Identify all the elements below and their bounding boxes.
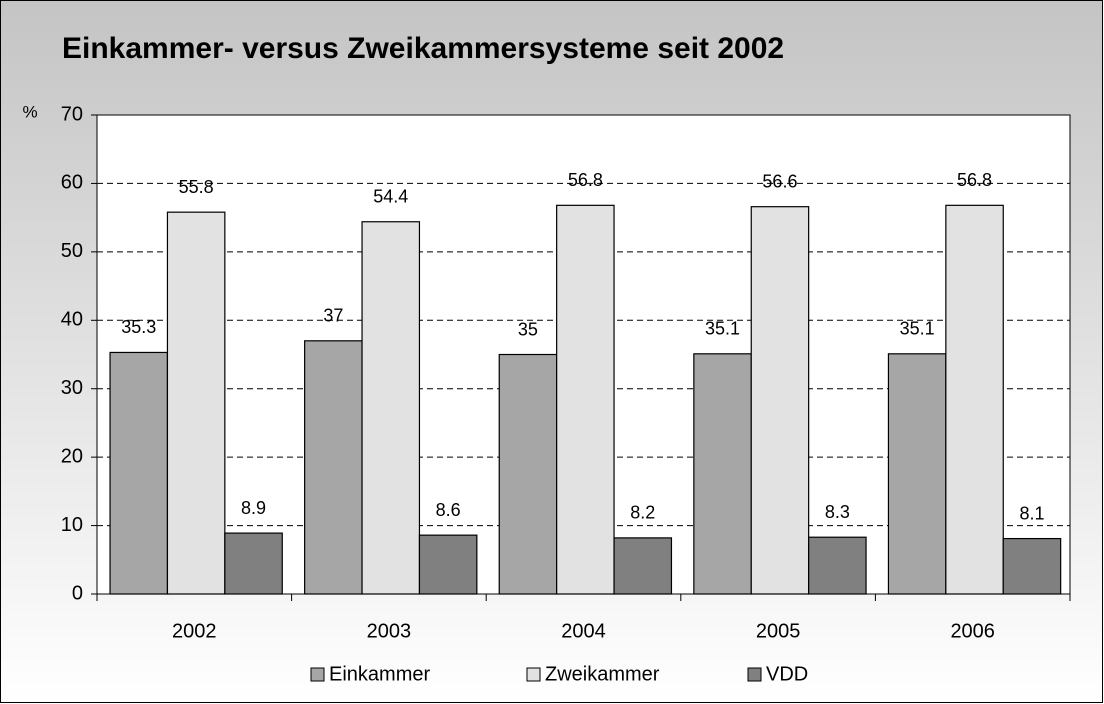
y-tick-label: 30 (61, 377, 83, 399)
bar (945, 204, 1004, 595)
legend-label: Zweikammer (545, 663, 660, 685)
x-tick-label: 2006 (950, 620, 995, 642)
data-label: 35.1 (705, 319, 740, 339)
y-tick-label: 70 (61, 103, 83, 125)
y-tick-label: 20 (61, 445, 83, 467)
data-label: 8.6 (436, 500, 461, 520)
legend-label: Einkammer (329, 663, 430, 685)
y-tick-label: 10 (61, 514, 83, 536)
y-tick-label: 60 (61, 172, 83, 194)
bar (109, 351, 169, 595)
legend-label: VDD (766, 663, 808, 685)
bar (418, 534, 478, 595)
data-label: 37 (323, 306, 343, 326)
bar (887, 353, 947, 595)
data-label: 8.9 (241, 498, 266, 518)
bar (808, 536, 867, 595)
bar (750, 206, 810, 595)
bar (693, 353, 752, 595)
x-tick-label: 2004 (561, 620, 606, 642)
bar (1002, 537, 1062, 595)
y-tick-label: 40 (61, 309, 83, 331)
data-label: 8.1 (1019, 503, 1044, 523)
bar (224, 532, 283, 595)
data-label: 35 (518, 319, 538, 339)
data-label: 8.2 (630, 503, 655, 523)
y-axis-label: % (22, 102, 37, 121)
x-tick-label: 2005 (756, 620, 801, 642)
data-label: 56.8 (568, 170, 603, 190)
legend-swatch (310, 667, 325, 682)
bar (613, 537, 673, 595)
bar (166, 211, 226, 595)
data-label: 56.8 (957, 170, 992, 190)
y-tick-label: 50 (61, 240, 83, 262)
data-label: 54.4 (373, 186, 408, 206)
legend-swatch (747, 667, 762, 682)
data-label: 8.3 (825, 502, 850, 522)
legend-swatch (526, 667, 541, 682)
data-label: 35.3 (121, 317, 156, 337)
data-label: 56.6 (762, 171, 797, 191)
bar (361, 221, 421, 595)
x-tick-label: 2003 (367, 620, 412, 642)
y-tick-label: 0 (72, 582, 83, 604)
x-tick-label: 2002 (172, 620, 217, 642)
data-label: 55.8 (179, 177, 214, 197)
bar (304, 340, 363, 595)
chart-title: Einkammer- versus Zweikammersysteme seit… (62, 32, 784, 65)
data-label: 35.1 (900, 319, 935, 339)
bar (498, 353, 558, 595)
bar (556, 204, 615, 595)
